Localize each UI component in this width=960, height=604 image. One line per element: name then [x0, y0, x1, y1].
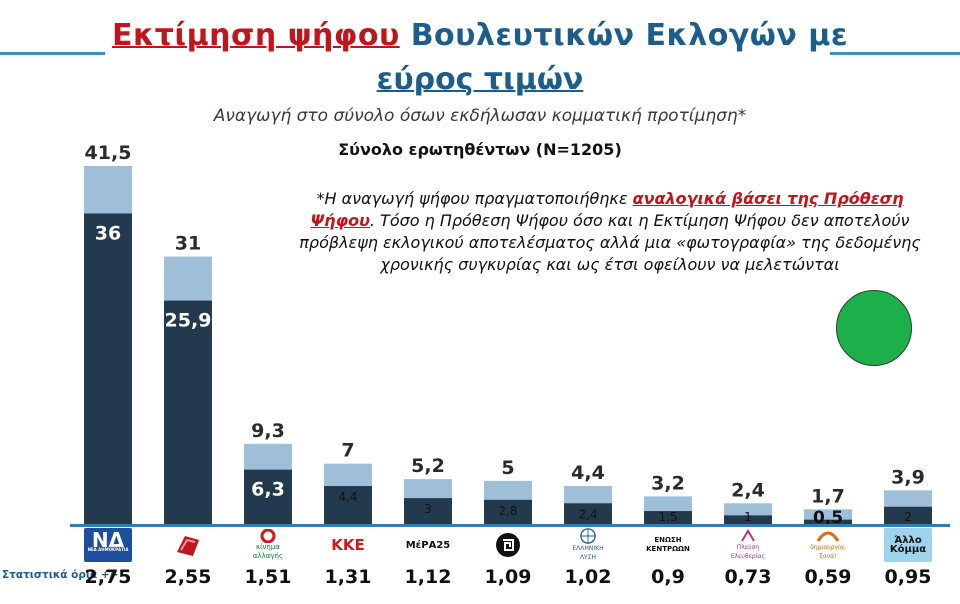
- bar-lower-1: [164, 300, 212, 524]
- stat-error-value-2: 1,51: [244, 566, 292, 588]
- party-logo-text: ΝΔ: [91, 528, 125, 552]
- stat-error-value-0: 2,75: [84, 566, 132, 588]
- lower-value-label-2: 6,3: [251, 479, 285, 501]
- party-logo-subtext: ΝΕΑ ΔΗΜΟΚΡΑΤΙΑ: [87, 547, 129, 552]
- note-highlight: αναλογικά βάσει της Πρόθεση Ψήφου: [310, 189, 904, 230]
- enosi-kentroon-logo-icon: ΕΝΩΣΗ ΚΕΝΤΡΩΩΝ: [644, 528, 692, 562]
- bar-lower-8: [724, 515, 772, 524]
- title-red-part: Εκτίμηση ψήφου: [111, 18, 400, 53]
- party-logo-subtext: δημιουργία, ξανά!: [810, 544, 846, 560]
- page-title: Εκτίμηση ψήφου Βουλευτικών Εκλογών με: [0, 18, 960, 53]
- lower-value-label-4: 3: [424, 502, 432, 516]
- bar-lower-4: [404, 498, 452, 524]
- syriza-logo-icon: [164, 528, 212, 562]
- stat-error-value-3: 1,31: [324, 566, 372, 588]
- party-logo-subtext: κίνημα αλλαγής: [252, 543, 284, 560]
- lower-value-label-5: 2,8: [498, 504, 517, 518]
- stat-error-value-5: 1,09: [484, 566, 532, 588]
- stat-error-value-10: 0,95: [884, 566, 932, 588]
- party-logo-text: ΚΚΕ: [331, 535, 365, 554]
- upper-value-label-4: 5,2: [411, 455, 445, 477]
- dimiourgia-logo-icon: δημιουργία, ξανά!: [804, 528, 852, 562]
- lower-value-label-9: 0,5: [813, 508, 843, 528]
- lower-value-label-6: 2,4: [578, 507, 597, 521]
- chart-baseline: [70, 524, 950, 527]
- bar-lower-0: [84, 213, 132, 524]
- page-title-line2: εύρος τιμών: [0, 62, 960, 97]
- upper-value-label-7: 3,2: [651, 472, 685, 494]
- stat-error-value-9: 0,59: [804, 566, 852, 588]
- upper-value-label-9: 1,7: [811, 485, 845, 507]
- stat-error-value-8: 0,73: [724, 566, 772, 588]
- title-decor-line-left: [0, 52, 105, 55]
- note-suffix: . Τόσο η Πρόθεση Ψήφου όσο και η Εκτίμησ…: [299, 211, 921, 274]
- meander-logo-icon: [484, 528, 532, 562]
- status-indicator-circle: [836, 290, 912, 366]
- elliniki-lysi-logo-icon: ΕΛΛΗΝΙΚΗ ΛΥΣΗ: [564, 528, 612, 562]
- upper-value-label-5: 5: [501, 457, 514, 479]
- bar-lower-10: [884, 506, 932, 524]
- upper-value-label-1: 31: [175, 233, 201, 255]
- party-logo-subtext: Πλεύση Ελευθερίας: [730, 544, 766, 560]
- title-decor-line-right: [830, 52, 960, 55]
- upper-value-label-8: 2,4: [731, 479, 765, 501]
- other-party-logo-icon: Άλλο Κόμμα: [884, 528, 932, 562]
- upper-value-label-10: 3,9: [891, 466, 925, 488]
- nd-logo-icon: ΝΔ ΝΕΑ ΔΗΜΟΚΡΑΤΙΑ: [84, 528, 132, 562]
- party-logo-text: Άλλο Κόμμα: [889, 535, 927, 555]
- stat-error-value-1: 2,55: [164, 566, 212, 588]
- title-blue-part: Βουλευτικών Εκλογών με: [410, 18, 849, 53]
- bar-lower-7: [644, 511, 692, 524]
- upper-value-label-6: 4,4: [571, 462, 605, 484]
- bar-lower-3: [324, 486, 372, 524]
- lower-value-label-3: 4,4: [338, 490, 357, 504]
- party-logo-subtext: ΕΛΛΗΝΙΚΗ ΛΥΣΗ: [572, 545, 604, 561]
- lower-value-label-8: 1: [744, 510, 752, 524]
- lower-value-label-0: 36: [95, 222, 121, 244]
- kinal-logo-icon: κίνημα αλλαγής: [244, 528, 292, 562]
- bar-lower-5: [484, 499, 532, 524]
- stat-error-value-6: 1,02: [564, 566, 612, 588]
- sample-size-label: Σύνολο ερωτηθέντων (N=1205): [338, 140, 622, 159]
- title-line2-text: εύρος τιμών: [376, 62, 584, 97]
- upper-value-label-3: 7: [341, 440, 354, 462]
- lower-value-label-10: 2: [904, 510, 912, 524]
- subtitle: Αναγωγή στο σύνολο όσων εκδήλωσαν κομματ…: [213, 106, 747, 126]
- bar-lower-2: [244, 469, 292, 524]
- stat-error-value-7: 0,9: [651, 566, 685, 588]
- party-logo-text: ΜέΡΑ25: [405, 539, 451, 551]
- lower-value-label-1: 25,9: [165, 310, 212, 332]
- stat-error-value-4: 1,12: [404, 566, 452, 588]
- plefsi-logo-icon: Πλεύση Ελευθερίας: [724, 528, 772, 562]
- note-prefix: *Η αναγωγή ψήφου πραγματοποιήθηκε: [316, 189, 628, 208]
- mera25-logo-icon: ΜέΡΑ25: [404, 528, 452, 562]
- lower-value-label-7: 1,5: [658, 510, 677, 524]
- bar-lower-9: [804, 519, 852, 524]
- methodology-note: *Η αναγωγή ψήφου πραγματοποιήθηκε αναλογ…: [290, 188, 930, 276]
- party-logo-text: ΕΝΩΣΗ ΚΕΝΤΡΩΩΝ: [646, 536, 690, 553]
- upper-value-label-0: 41,5: [85, 142, 132, 164]
- bar-lower-6: [564, 503, 612, 524]
- upper-value-label-2: 9,3: [251, 420, 285, 442]
- kke-logo-icon: ΚΚΕ: [324, 528, 372, 562]
- stat-error-label: Στατιστικά όρια +/-: [2, 569, 118, 581]
